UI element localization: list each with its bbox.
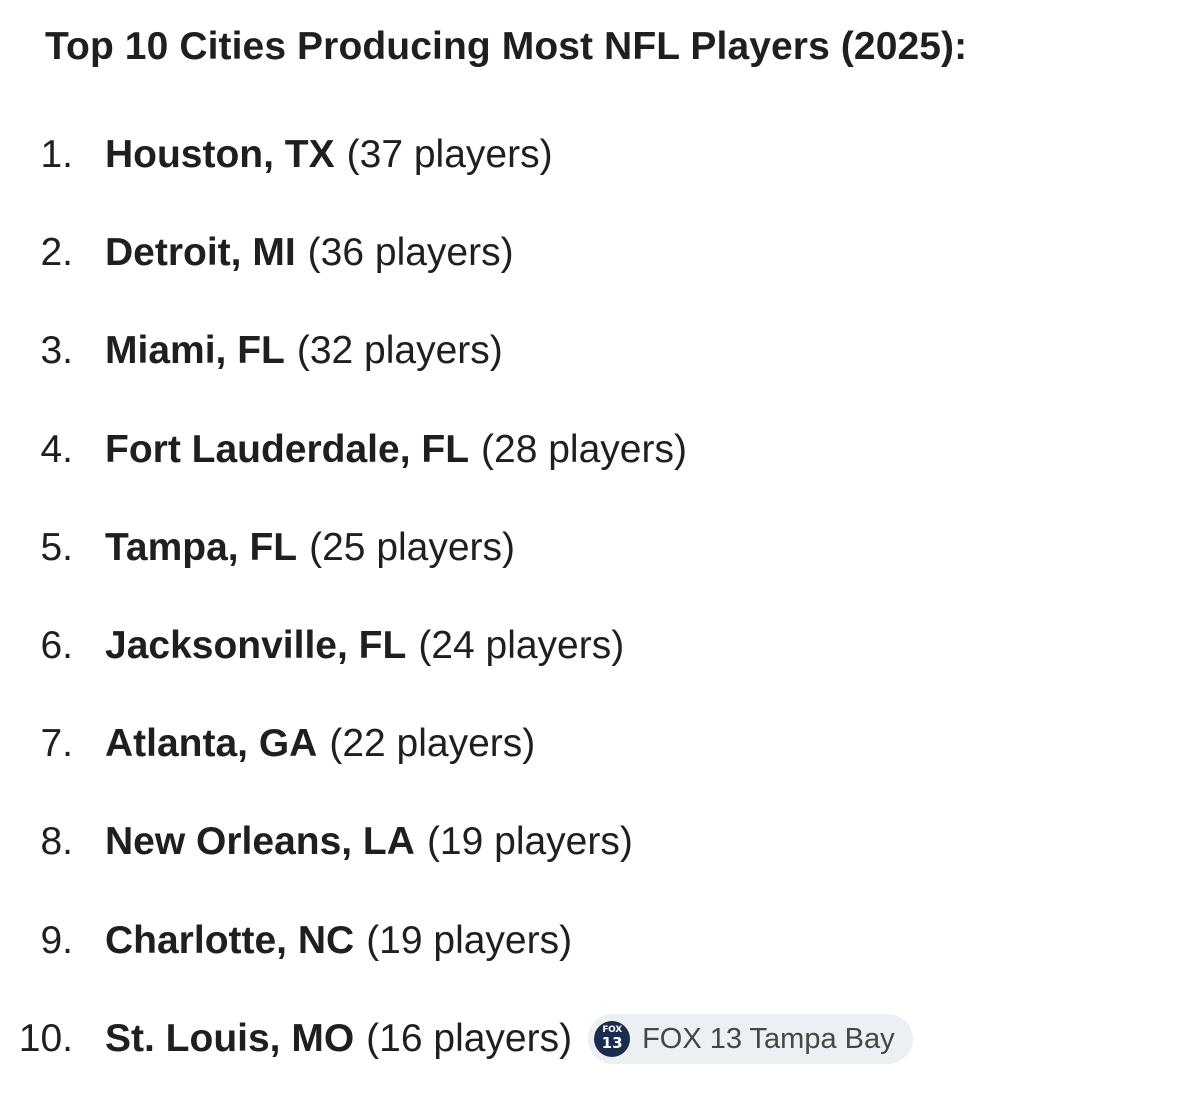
city-list: 1. Houston, TX (37 players) 2. Detroit, M… (0, 128, 1200, 1110)
player-count: (28 players) (481, 427, 687, 471)
player-count: (19 players) (426, 820, 633, 864)
player-count: (32 players) (296, 329, 503, 373)
list-item-entry: Fort Lauderdale, FL (28 players) (105, 423, 687, 477)
player-count: (16 players) (366, 1016, 573, 1060)
list-item-number: 7. (40, 722, 73, 766)
list-item-entry: Houston, TX (37 players) (105, 128, 553, 182)
city-name: Detroit, MI (105, 231, 296, 275)
city-name: New Orleans, LA (105, 820, 415, 864)
list-item-entry: Tampa, FL (25 players) (105, 521, 515, 575)
city-name: Jacksonville, FL (105, 623, 407, 667)
player-count: (24 players) (418, 623, 625, 667)
player-count: (36 players) (307, 231, 514, 275)
list-item-entry: St. Louis, MO (16 players) FOX 13 FOX 13 … (105, 1012, 913, 1066)
list-item-number: 2. (40, 231, 73, 275)
city-name: Tampa, FL (105, 525, 298, 569)
list-item-number: 1. (40, 133, 73, 176)
list-item: 8. New Orleans, LA (19 players) (0, 815, 1200, 913)
list-item-number: 8. (40, 820, 73, 864)
player-count: (22 players) (329, 722, 536, 766)
list-item: 9. Charlotte, NC (19 players) (0, 914, 1200, 1012)
list-item-entry: Jacksonville, FL (24 players) (105, 619, 624, 673)
list-item-number: 10. (18, 1016, 73, 1060)
page-title: Top 10 Cities Producing Most NFL Players… (45, 25, 968, 68)
list-item: 1. Houston, TX (37 players) (0, 128, 1200, 226)
list-item-entry: Atlanta, GA (22 players) (105, 717, 535, 771)
list-item-number: 5. (40, 525, 73, 569)
list-item-entry: Miami, FL (32 players) (105, 324, 503, 378)
city-name: Charlotte, NC (105, 918, 355, 962)
list-item: 7. Atlanta, GA (22 players) (0, 717, 1200, 815)
source-name: FOX 13 Tampa Bay (642, 1022, 895, 1055)
city-name: Houston, TX (105, 133, 335, 176)
source-chip[interactable]: FOX 13 FOX 13 Tampa Bay (588, 1013, 913, 1064)
list-item-entry: New Orleans, LA (19 players) (105, 815, 633, 869)
city-name: St. Louis, MO (105, 1016, 355, 1060)
list-item-number: 6. (40, 623, 73, 667)
city-name: Atlanta, GA (105, 722, 318, 766)
fox13-logo-icon: FOX 13 (594, 1020, 631, 1057)
city-name: Fort Lauderdale, FL (105, 427, 470, 471)
list-item-entry: Detroit, MI (36 players) (105, 226, 514, 280)
list-item: 2. Detroit, MI (36 players) (0, 226, 1200, 324)
list-item-number: 9. (40, 918, 73, 962)
list-item: 3. Miami, FL (32 players) (0, 324, 1200, 422)
list-item: 4. Fort Lauderdale, FL (28 players) (0, 423, 1200, 521)
list-item-entry: Charlotte, NC (19 players) (105, 914, 572, 968)
list-item: 6. Jacksonville, FL (24 players) (0, 619, 1200, 717)
list-item-number: 3. (40, 329, 73, 373)
city-name: Miami, FL (105, 329, 285, 373)
list-item: 5. Tampa, FL (25 players) (0, 521, 1200, 619)
player-count: (37 players) (346, 133, 553, 176)
player-count: (25 players) (309, 525, 516, 569)
list-item: 10. St. Louis, MO (16 players) FOX 13 FOX… (0, 1012, 1200, 1110)
list-item-number: 4. (40, 427, 73, 471)
player-count: (19 players) (366, 918, 573, 962)
